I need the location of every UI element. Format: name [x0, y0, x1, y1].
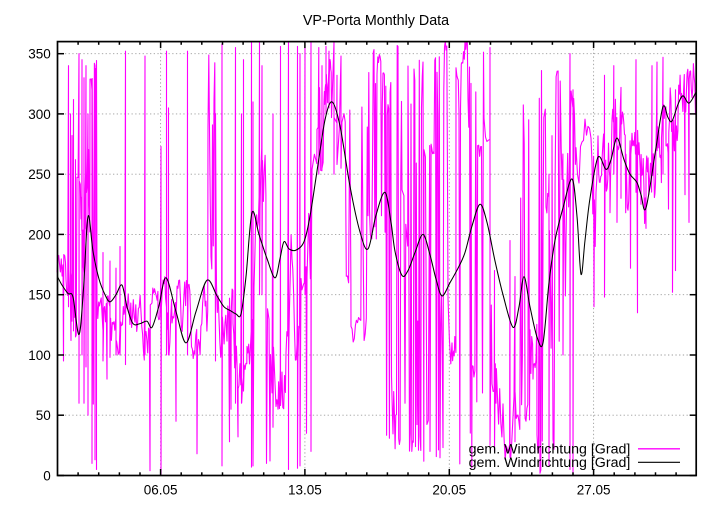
svg-text:13.05: 13.05	[288, 482, 322, 497]
svg-text:VP-Porta Monthly Data: VP-Porta Monthly Data	[303, 13, 449, 29]
svg-text:200: 200	[28, 227, 51, 242]
svg-text:27.05: 27.05	[577, 482, 611, 497]
svg-text:gem. Windrichtung [Grad]: gem. Windrichtung [Grad]	[469, 442, 631, 458]
svg-text:20.05: 20.05	[432, 482, 466, 497]
svg-text:250: 250	[28, 167, 51, 182]
svg-text:300: 300	[28, 107, 51, 122]
svg-text:50: 50	[36, 408, 51, 423]
svg-text:150: 150	[28, 288, 51, 303]
svg-text:0: 0	[43, 468, 51, 483]
svg-text:100: 100	[28, 348, 51, 363]
svg-text:gem. Windrichtung [Grad]: gem. Windrichtung [Grad]	[469, 455, 631, 471]
svg-text:350: 350	[28, 47, 51, 62]
svg-text:06.05: 06.05	[144, 482, 178, 497]
